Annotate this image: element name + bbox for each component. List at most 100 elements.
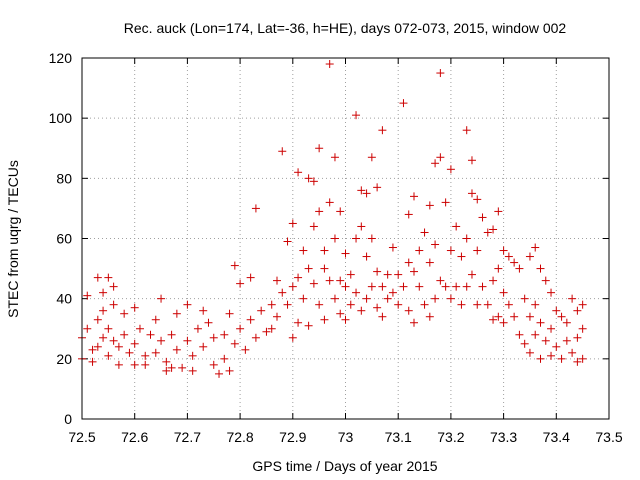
data-point	[525, 252, 534, 261]
data-point	[404, 258, 413, 267]
data-point	[510, 258, 519, 267]
data-point	[573, 357, 582, 366]
data-point	[188, 366, 197, 375]
data-point	[578, 324, 587, 333]
data-point	[99, 333, 108, 342]
data-point	[436, 153, 445, 162]
x-tick-label: 73.3	[490, 429, 517, 445]
data-point	[220, 330, 229, 339]
data-point	[267, 324, 276, 333]
data-point	[241, 345, 250, 354]
data-point	[536, 354, 545, 363]
data-point	[452, 282, 461, 291]
data-point	[193, 324, 202, 333]
data-point	[441, 282, 450, 291]
data-point	[473, 195, 482, 204]
data-point	[336, 309, 345, 318]
data-point	[151, 315, 160, 324]
data-point	[489, 225, 498, 234]
data-point	[114, 342, 123, 351]
data-point	[294, 273, 303, 282]
chart-title: Rec. auck (Lon=174, Lat=-36, h=HE), days…	[124, 20, 567, 36]
data-point	[267, 300, 276, 309]
data-point	[215, 369, 224, 378]
data-point	[141, 360, 150, 369]
data-point	[520, 339, 529, 348]
data-point	[104, 324, 113, 333]
data-point	[388, 288, 397, 297]
y-axis-label: STEC from uqrg / TECUs	[5, 160, 21, 318]
data-point	[251, 333, 260, 342]
data-point	[99, 288, 108, 297]
data-point	[167, 330, 176, 339]
data-point	[441, 198, 450, 207]
data-point	[346, 300, 355, 309]
data-point	[562, 336, 571, 345]
x-tick-label: 72.9	[279, 429, 306, 445]
data-point	[151, 348, 160, 357]
data-point	[373, 303, 382, 312]
data-point	[157, 336, 166, 345]
plot-frame	[81, 57, 610, 420]
data-point	[141, 351, 150, 360]
y-tick-label: 40	[56, 291, 72, 307]
data-point	[299, 294, 308, 303]
data-point	[383, 270, 392, 279]
data-point	[278, 147, 287, 156]
data-point	[557, 354, 566, 363]
data-point	[436, 69, 445, 78]
data-point	[578, 300, 587, 309]
data-point	[346, 270, 355, 279]
data-point	[178, 363, 187, 372]
data-point	[104, 351, 113, 360]
data-point	[120, 330, 129, 339]
x-axis-label: GPS time / Days of year 2015	[252, 458, 437, 474]
x-tick-labels: 72.5 72.6 72.7 72.8 72.9 73 73.1 73.2 73.3 73.4 73…	[68, 429, 622, 445]
data-point	[489, 315, 498, 324]
data-point	[367, 153, 376, 162]
data-point	[515, 330, 524, 339]
data-point	[172, 309, 181, 318]
data-point	[525, 312, 534, 321]
data-point	[236, 324, 245, 333]
data-point	[330, 294, 339, 303]
data-point	[404, 306, 413, 315]
data-point	[431, 240, 440, 249]
data-points	[78, 60, 587, 378]
data-point	[357, 186, 366, 195]
data-point	[562, 318, 571, 327]
data-point	[204, 318, 213, 327]
data-point	[367, 282, 376, 291]
data-point	[541, 276, 550, 285]
data-point	[499, 246, 508, 255]
data-point	[494, 207, 503, 216]
data-point	[568, 348, 577, 357]
data-point	[341, 282, 350, 291]
x-tick-label: 72.8	[226, 429, 253, 445]
data-point	[220, 354, 229, 363]
data-point	[288, 333, 297, 342]
data-point	[446, 165, 455, 174]
data-point	[272, 276, 281, 285]
data-point	[378, 312, 387, 321]
data-point	[341, 315, 350, 324]
data-point	[536, 264, 545, 273]
data-point	[489, 276, 498, 285]
data-point	[467, 189, 476, 198]
data-point	[373, 267, 382, 276]
data-point	[473, 300, 482, 309]
data-point	[552, 306, 561, 315]
data-point	[410, 192, 419, 201]
data-point	[362, 189, 371, 198]
x-tick-label: 73.4	[543, 429, 570, 445]
data-point	[188, 351, 197, 360]
data-point	[573, 333, 582, 342]
data-point	[83, 324, 92, 333]
data-point	[294, 168, 303, 177]
data-point	[114, 360, 123, 369]
data-point	[531, 243, 540, 252]
data-point	[547, 351, 556, 360]
data-point	[462, 234, 471, 243]
data-point	[425, 258, 434, 267]
